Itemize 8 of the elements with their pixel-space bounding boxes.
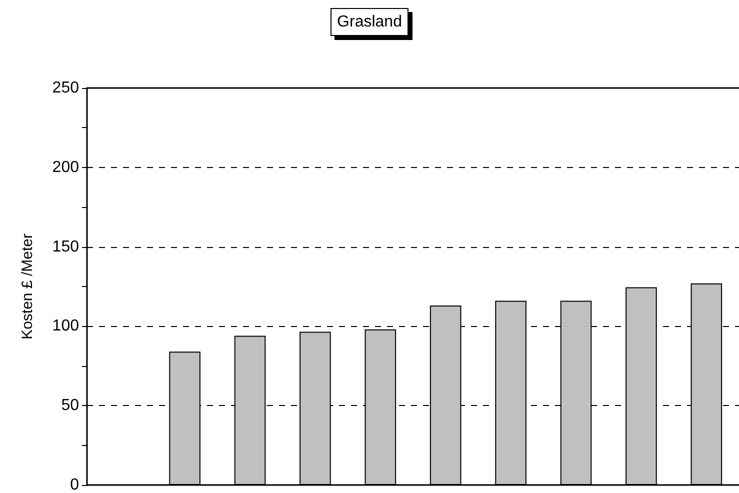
y-tick-label: 200 xyxy=(52,158,80,176)
y-tick-label: 0 xyxy=(70,476,80,493)
y-tick-label: 100 xyxy=(52,318,80,335)
y-tick-label: 250 xyxy=(52,80,80,96)
y-tick-label: 50 xyxy=(61,397,80,414)
chart-title: Grasland xyxy=(337,14,402,30)
y-tick-label: 150 xyxy=(52,238,80,256)
y-axis-title: Kosten £ /Meter xyxy=(19,234,36,340)
